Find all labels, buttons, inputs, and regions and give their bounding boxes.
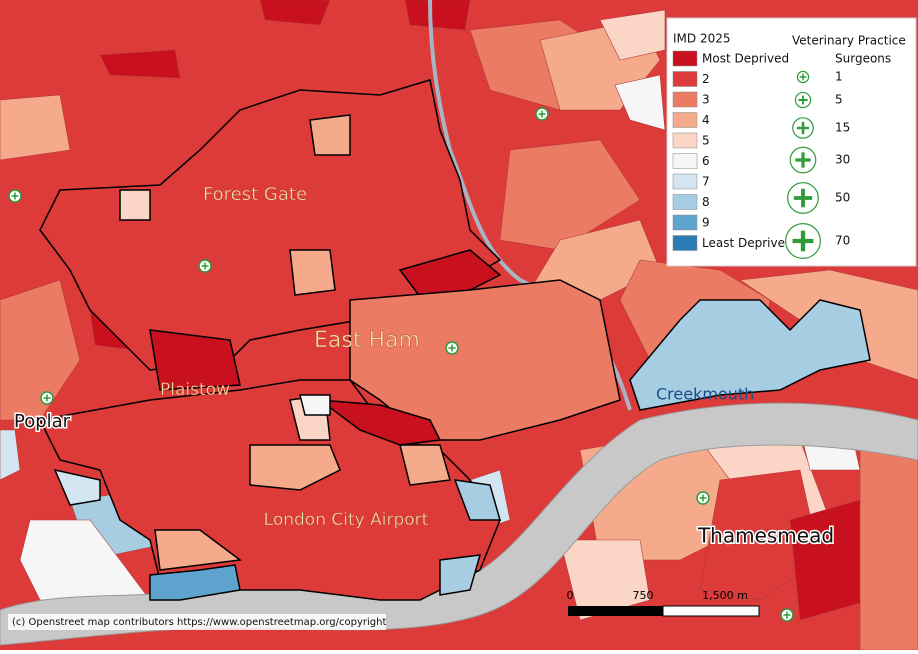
scale-label: 750	[633, 589, 654, 602]
legend-subtitle: Surgeons	[835, 52, 891, 66]
area	[309, 114, 351, 156]
area	[289, 249, 336, 296]
legend-swatch	[672, 50, 698, 67]
area	[404, 0, 471, 31]
vet-cross	[538, 110, 546, 118]
legend-swatch	[672, 173, 698, 190]
area	[0, 94, 71, 161]
area	[99, 49, 181, 79]
legend-swatch	[672, 71, 698, 87]
area	[789, 499, 871, 621]
scale-label: 1,500 m	[702, 589, 748, 602]
place-label: Thamesmead	[697, 524, 834, 548]
area	[154, 529, 242, 571]
area	[629, 299, 871, 411]
vet-cross	[798, 95, 808, 105]
area	[119, 189, 151, 221]
area	[559, 539, 651, 621]
area	[149, 564, 241, 601]
legend-label: Least Deprived	[702, 236, 793, 250]
area	[699, 469, 821, 601]
legend: IMD 2025 Veterinary Practice Surgeons Mo…	[666, 17, 917, 267]
legend-swatch	[672, 194, 698, 210]
legend-title: Veterinary Practice	[792, 34, 906, 48]
area	[349, 279, 621, 441]
area	[317, 399, 442, 446]
area	[859, 429, 918, 651]
vet-cross	[201, 262, 209, 270]
legend-label: 5	[835, 93, 843, 107]
area	[0, 429, 21, 481]
legend-swatch	[672, 91, 698, 108]
legend-label: 50	[835, 191, 850, 205]
vet-cross	[11, 192, 19, 200]
scale-bar	[662, 605, 760, 617]
vet-practices	[8, 107, 794, 622]
area	[599, 9, 666, 61]
scale-bar	[568, 606, 663, 616]
vet-cross	[448, 344, 456, 352]
area	[249, 444, 341, 491]
place-label: Creekmouth	[656, 385, 754, 404]
legend-label: 4	[702, 113, 710, 127]
legend-label: 7	[702, 175, 710, 189]
area	[499, 139, 641, 251]
legend-label: 2	[702, 72, 710, 86]
place-label: Plaistow	[160, 380, 230, 400]
area	[299, 394, 331, 416]
area	[0, 279, 81, 421]
legend-label: 1	[835, 70, 843, 84]
vet-cross	[783, 611, 791, 619]
vet-cross	[793, 188, 813, 208]
legend-label: 6	[702, 154, 710, 168]
legend-swatch	[672, 214, 698, 231]
legend-box	[666, 17, 917, 267]
area	[149, 329, 241, 391]
legend-label: 30	[835, 153, 850, 167]
vet-cross	[799, 73, 807, 81]
legend-title: IMD 2025	[673, 32, 731, 46]
place-label: Forest Gate	[203, 184, 307, 205]
place-label: Poplar	[14, 411, 71, 432]
area	[614, 74, 666, 131]
legend-label: 3	[702, 93, 710, 107]
area	[439, 554, 482, 596]
scale-label: 0	[567, 589, 574, 602]
legend-swatch	[672, 132, 698, 149]
legend-label: Most Deprived	[702, 52, 789, 66]
legend-swatch	[672, 235, 698, 251]
legend-label: 8	[702, 195, 710, 209]
attribution: (c) Openstreet map contributors https://…	[12, 617, 386, 628]
area	[453, 479, 501, 521]
attribution-bg	[8, 614, 386, 630]
area	[259, 0, 331, 26]
vet-cross	[43, 394, 51, 402]
legend-label: 9	[702, 216, 710, 230]
area	[399, 444, 451, 486]
area	[53, 468, 101, 506]
place-label: East Ham	[314, 328, 420, 353]
legend-label: 5	[702, 134, 710, 148]
legend-label: 70	[835, 234, 850, 248]
vet-cross	[792, 230, 814, 252]
legend-swatch	[672, 112, 698, 128]
place-label: London City Airport	[264, 510, 429, 530]
legend-swatch	[672, 153, 698, 169]
vet-cross	[699, 494, 707, 502]
vet-cross	[795, 152, 811, 168]
vet-cross	[796, 121, 810, 135]
legend-label: 15	[835, 121, 850, 135]
newham-areas	[38, 79, 871, 601]
